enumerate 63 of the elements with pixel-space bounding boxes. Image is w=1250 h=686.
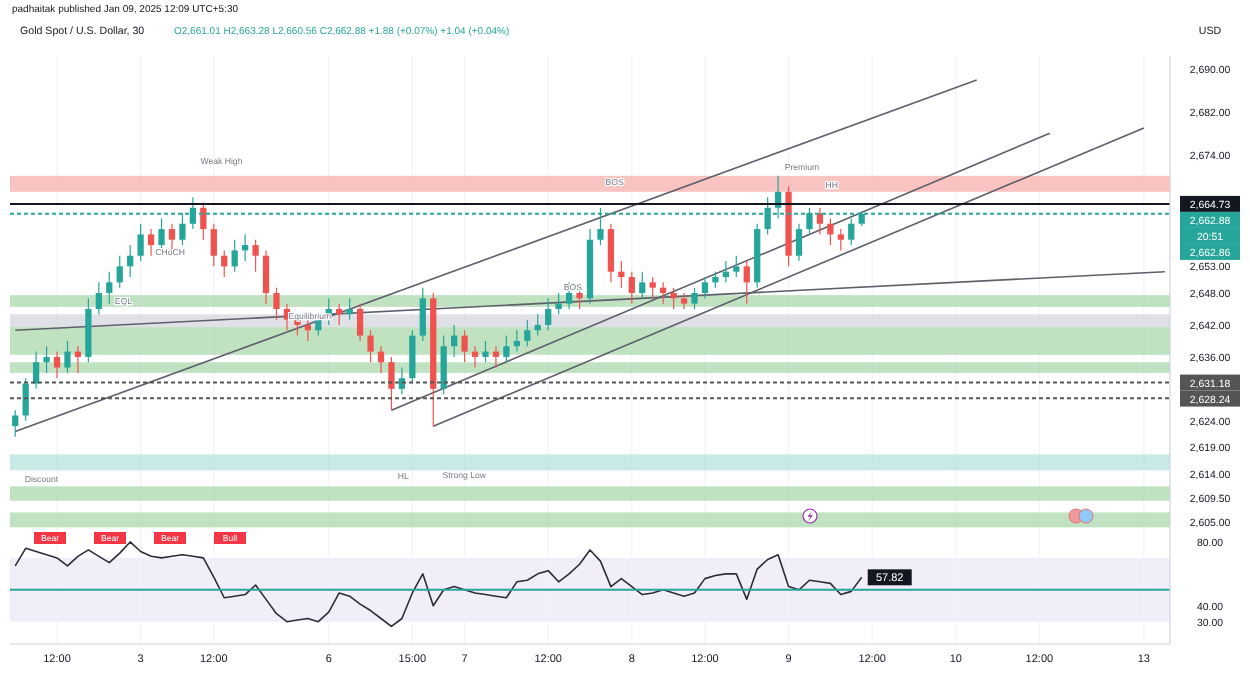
candlestick (273, 287, 280, 321)
candlestick (680, 292, 688, 310)
candlestick (440, 335, 447, 395)
candlestick (482, 340, 489, 363)
candlestick (649, 276, 656, 299)
candlestick (377, 345, 385, 374)
line-series (14, 541, 863, 628)
candlestick (388, 356, 395, 411)
candlestick (127, 244, 134, 278)
candlestick (670, 287, 677, 310)
candlestick (545, 297, 552, 331)
candlestick (409, 329, 416, 385)
candlestick (147, 228, 155, 257)
candlestick (492, 345, 500, 369)
candlestick (701, 276, 709, 299)
candlestick (451, 324, 458, 358)
candlestick (471, 345, 479, 369)
candlestick (837, 228, 844, 251)
candlestick (816, 207, 824, 236)
candlestick (503, 335, 510, 363)
candlestick (210, 223, 217, 267)
candlestick (158, 217, 165, 251)
candlestick (116, 255, 123, 289)
candlestick (722, 260, 729, 283)
candlestick (64, 340, 71, 374)
candlestick (43, 345, 50, 374)
candlestick (168, 223, 176, 251)
candlestick (607, 223, 615, 283)
candlestick (639, 271, 646, 299)
candlestick (252, 239, 259, 273)
candlestick (53, 350, 61, 379)
candlestick (419, 287, 426, 342)
candlestick (242, 233, 249, 262)
candlestick (628, 271, 635, 305)
candlestick (262, 249, 270, 305)
candlestick (461, 329, 468, 363)
candlestick (200, 201, 207, 241)
candlestick (795, 223, 803, 262)
candlestick (513, 329, 520, 353)
candlestick (660, 281, 667, 305)
candlestick (336, 303, 343, 326)
candlestick (12, 409, 19, 438)
candlestick (74, 345, 82, 374)
candlestick (346, 297, 353, 321)
candlestick (743, 260, 750, 305)
candlestick (304, 319, 311, 342)
candlestick (231, 239, 238, 273)
candlestick (827, 217, 834, 246)
candlestick (398, 366, 406, 395)
candlestick (137, 223, 144, 262)
candlestick (733, 255, 740, 278)
candlestick (356, 303, 364, 342)
candlestick (534, 313, 541, 337)
candlestick (106, 271, 113, 305)
candlestick (95, 281, 102, 315)
candlestick (32, 350, 40, 390)
candlestick (691, 287, 698, 310)
candlestick (367, 329, 374, 363)
candlestick (555, 292, 562, 315)
candlestick (85, 297, 92, 363)
candlestick (524, 319, 531, 347)
candlestick (221, 249, 228, 278)
candlestick (618, 260, 625, 289)
